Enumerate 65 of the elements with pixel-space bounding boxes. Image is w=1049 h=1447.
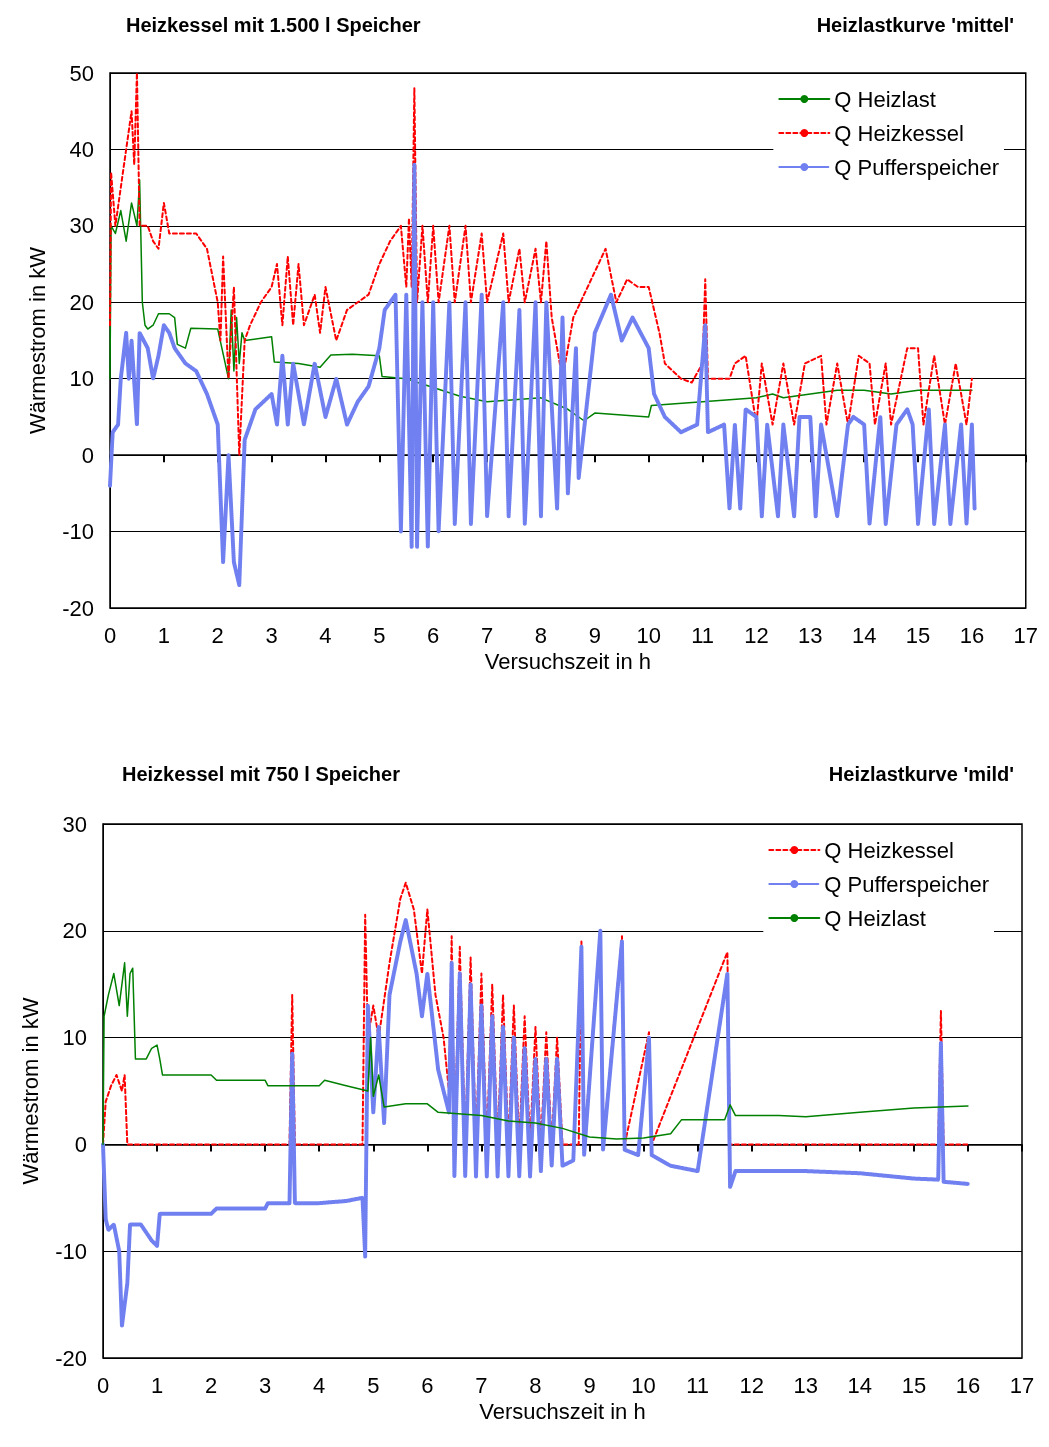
x-axis-title: Versuchszeit in h: [484, 649, 652, 675]
x-axis-title: Versuchszeit in h: [479, 1399, 646, 1425]
x-tick-label: 15: [901, 1372, 927, 1398]
x-tick-label: 2: [204, 1372, 218, 1398]
legend-label: Q Heizkessel: [824, 837, 954, 863]
y-tick-label: 30: [62, 811, 87, 837]
legend-label: Q Heizkessel: [834, 120, 964, 146]
x-tick-label: 9: [583, 1372, 596, 1398]
x-tick-label: 17: [1009, 1372, 1035, 1398]
x-tick-label: 6: [427, 622, 440, 648]
y-tick-label: 0: [74, 1131, 87, 1157]
chart-title: Heizkessel mit 1.500 l Speicher: [126, 14, 421, 36]
x-tick-label: 16: [955, 1372, 981, 1398]
y-tick-label: -10: [62, 519, 94, 545]
x-tick-label: 5: [367, 1372, 380, 1398]
x-tick-label: 4: [319, 622, 332, 648]
x-tick-label: 15: [905, 622, 931, 648]
x-tick-label: 0: [103, 622, 117, 648]
x-tick-label: 2: [211, 622, 224, 648]
x-tick-label: 0: [96, 1372, 110, 1398]
x-tick-label: 12: [739, 1372, 764, 1398]
x-tick-label: 13: [798, 622, 823, 648]
x-tick-label: 3: [259, 1372, 272, 1398]
line-series: [102, 962, 969, 1146]
x-tick-label: 17: [1013, 622, 1039, 648]
y-tick-label: 10: [69, 366, 94, 392]
x-tick-label: 16: [959, 622, 985, 648]
y-tick-label: 40: [69, 136, 94, 162]
y-tick-label: 0: [81, 442, 94, 468]
x-tick-label: 5: [373, 622, 386, 648]
x-tick-label: 14: [851, 622, 877, 648]
y-tick-label: -20: [55, 1345, 87, 1371]
x-tick-label: 3: [265, 622, 278, 648]
x-tick-label: 9: [588, 622, 601, 648]
x-tick-label: 1: [150, 1372, 164, 1398]
x-tick-label: 12: [744, 622, 769, 648]
x-tick-label: 8: [529, 1372, 542, 1398]
y-tick-label: -20: [62, 595, 94, 621]
x-tick-label: 10: [631, 1372, 656, 1398]
x-tick-label: 13: [793, 1372, 819, 1398]
y-tick-label: 30: [69, 213, 94, 239]
y-tick-label: 50: [69, 60, 94, 86]
x-tick-label: 1: [157, 622, 170, 648]
y-tick-label: 10: [62, 1025, 87, 1051]
x-tick-label: 8: [534, 622, 548, 648]
y-tick-label: -10: [55, 1238, 87, 1264]
x-tick-label: 7: [475, 1372, 488, 1398]
y-axis-title: Wärmestrom in kW: [17, 997, 43, 1185]
x-tick-label: 6: [421, 1372, 434, 1398]
x-tick-label: 11: [686, 1372, 710, 1398]
x-tick-label: 14: [847, 1372, 873, 1398]
legend-label: Q Pufferspeicher: [824, 871, 990, 897]
x-tick-label: 10: [636, 622, 661, 648]
legend-label: Q Heizlast: [834, 86, 936, 112]
legend-label: Q Heizlast: [824, 905, 926, 931]
chart-title: Heizkessel mit 750 l Speicher: [122, 763, 401, 785]
chart-subtitle: Heizlastkurve 'mittel': [816, 14, 1015, 36]
y-tick-label: 20: [62, 918, 87, 944]
x-tick-label: 7: [480, 622, 494, 648]
y-tick-label: 20: [69, 289, 94, 315]
x-tick-label: 4: [313, 1372, 326, 1398]
chart-subtitle: Heizlastkurve 'mild': [828, 763, 1014, 785]
x-tick-label: 11: [691, 622, 714, 648]
legend-label: Q Pufferspeicher: [834, 154, 1000, 180]
y-axis-title: Wärmestrom in kW: [24, 246, 50, 434]
